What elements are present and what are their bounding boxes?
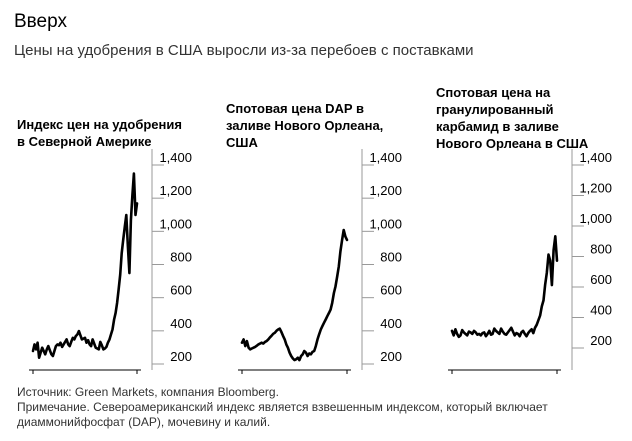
y-tick-label: 400 — [590, 303, 612, 318]
y-tick-label: 1,400 — [159, 150, 192, 165]
y-tick-label: 1,000 — [579, 211, 612, 226]
series-line — [240, 228, 349, 362]
series-line — [450, 235, 559, 339]
y-tick-label: 600 — [380, 283, 402, 298]
methodology-note: Примечание. Североамериканский индекс яв… — [17, 400, 548, 414]
y-tick-label: 600 — [590, 272, 612, 287]
methodology-note-cont: диаммонийфосфат (DAP), мочевину и калий. — [17, 415, 271, 429]
panel-1-title-line: Индекс цен на удобрения — [17, 117, 182, 132]
panel-2-title: Спотовая цена DAP в заливе Нового Орлеан… — [226, 100, 383, 151]
y-tick-label: 1,200 — [579, 181, 612, 196]
y-tick-label: 200 — [170, 349, 192, 364]
y-tick-label: 800 — [590, 242, 612, 257]
y-tick-label: 400 — [170, 316, 192, 331]
y-tick-label: 1,200 — [369, 183, 402, 198]
panel-2-title-line: США — [226, 135, 258, 150]
y-tick-label: 200 — [590, 333, 612, 348]
panel-3-title-line: гранулированный — [436, 102, 554, 117]
panel-1-title-line: в Северной Америке — [17, 134, 152, 149]
y-tick-label: 200 — [380, 349, 402, 364]
chart-title: Вверх — [14, 11, 67, 32]
footer-notes: Источник: Green Markets, компания Bloomb… — [17, 385, 617, 430]
source-note: Источник: Green Markets, компания Bloomb… — [17, 385, 279, 399]
panel-3-title-line: карбамид в заливе — [436, 119, 559, 134]
chart-subtitle: Цены на удобрения в США выросли из-за пе… — [14, 42, 474, 59]
y-tick-label: 1,400 — [369, 150, 402, 165]
panel-3-title: Спотовая цена на гранулированный карбами… — [436, 84, 588, 152]
panel-1-title: Индекс цен на удобрения в Северной Амери… — [17, 116, 182, 150]
panel-3-title-line: Нового Орлеана в США — [436, 136, 589, 151]
panel-3-title-line: Спотовая цена на — [436, 85, 551, 100]
series-line — [31, 172, 139, 359]
panel-2-title-line: заливе Нового Орлеана, — [226, 118, 384, 133]
y-tick-label: 400 — [380, 316, 402, 331]
y-tick-label: 800 — [380, 250, 402, 265]
y-tick-label: 800 — [170, 250, 192, 265]
y-tick-label: 1,400 — [579, 150, 612, 165]
y-tick-label: 1,000 — [369, 216, 402, 231]
y-tick-label: 1,000 — [159, 216, 192, 231]
panel-2-title-line: Спотовая цена DAP в — [226, 101, 364, 116]
y-tick-label: 600 — [170, 283, 192, 298]
y-tick-label: 1,200 — [159, 183, 192, 198]
